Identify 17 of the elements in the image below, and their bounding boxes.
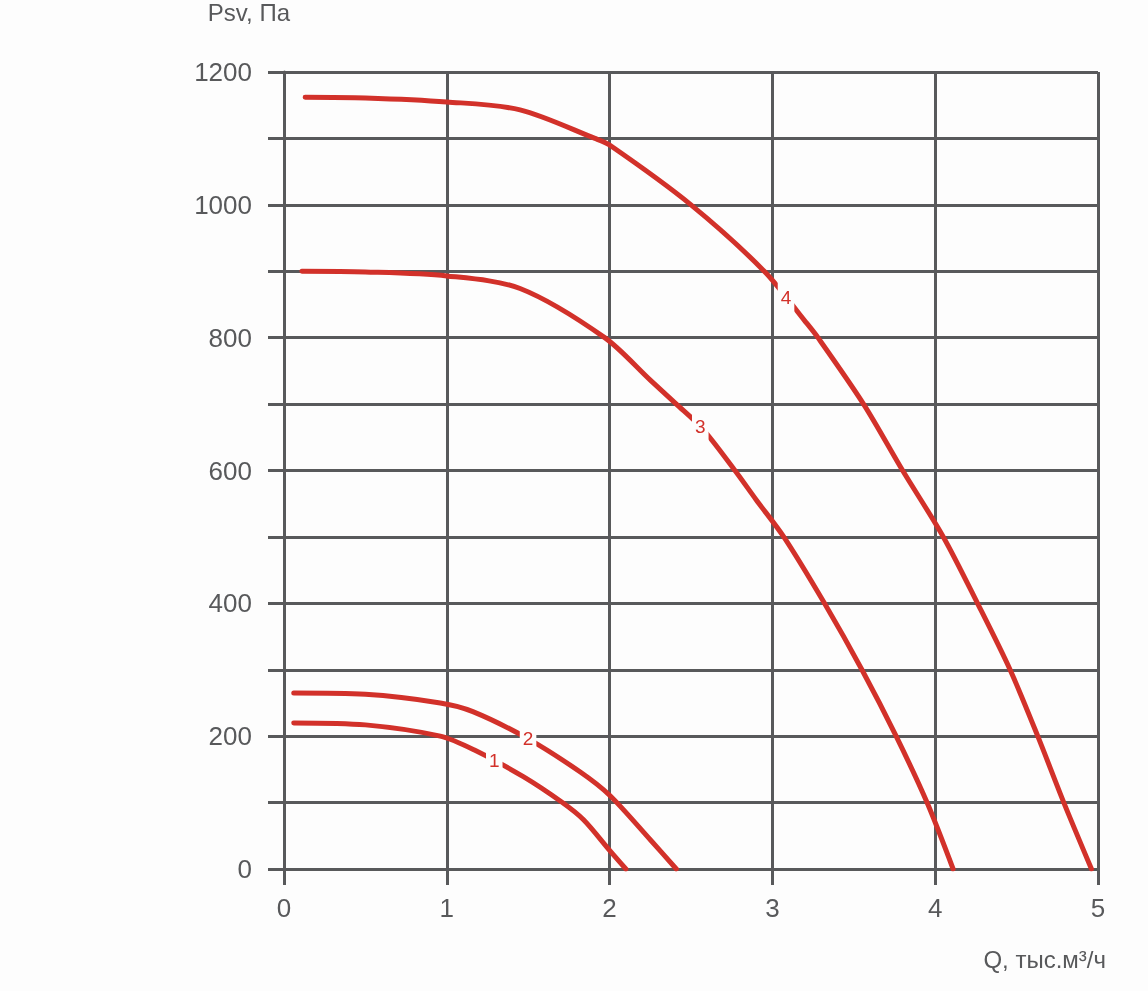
y-tick-label: 800 [208,322,252,353]
series-label: 1 [488,750,500,772]
y-axis-title: Psv, Па [207,0,291,26]
x-tick-label: 2 [602,893,617,923]
series-label: 4 [780,287,792,309]
y-tick-label: 0 [237,854,252,884]
y-tick-label: 1200 [194,57,252,87]
x-tick-label: 3 [765,893,780,923]
y-tick-label: 400 [208,588,252,619]
y-tick-label: 1000 [194,189,252,220]
x-tick-label: 1 [439,893,455,923]
y-tick-label: 200 [208,721,252,752]
x-tick-label: 5 [1090,893,1106,923]
y-tick-label: 600 [208,455,252,486]
x-tick-label: 0 [276,893,292,923]
x-axis-title: Q, тыс.м³/ч [983,945,1106,973]
x-tick-label: 4 [927,893,943,923]
